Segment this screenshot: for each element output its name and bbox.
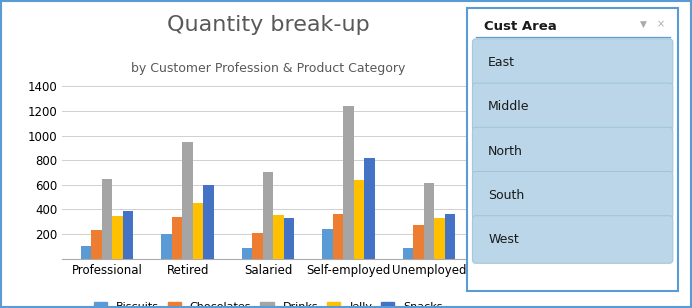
Text: West: West	[489, 233, 519, 246]
Bar	[413, 225, 424, 259]
Bar	[203, 185, 214, 259]
FancyBboxPatch shape	[467, 8, 678, 291]
Text: ×: ×	[657, 20, 665, 30]
Text: East: East	[489, 56, 516, 69]
Bar	[365, 158, 375, 259]
FancyBboxPatch shape	[473, 83, 673, 131]
Bar	[284, 218, 294, 259]
Bar	[172, 217, 183, 259]
FancyBboxPatch shape	[473, 39, 673, 87]
Bar	[322, 229, 333, 259]
Text: by Customer Profession & Product Category: by Customer Profession & Product Categor…	[131, 62, 406, 75]
Bar	[445, 214, 455, 259]
Text: ▼: ▼	[640, 20, 647, 29]
Text: Quantity break-up: Quantity break-up	[167, 15, 370, 35]
Bar	[333, 214, 343, 259]
Bar	[354, 180, 365, 259]
Text: North: North	[489, 144, 523, 158]
Bar	[123, 211, 134, 259]
Bar	[263, 172, 273, 259]
Bar	[253, 233, 263, 259]
FancyBboxPatch shape	[473, 127, 673, 175]
Legend: Biscuits, Chocolates, Drinks, Jelly, Snacks: Biscuits, Chocolates, Drinks, Jelly, Sna…	[89, 298, 447, 308]
Bar	[343, 106, 354, 259]
Bar	[435, 218, 445, 259]
FancyBboxPatch shape	[473, 172, 673, 219]
Bar	[91, 230, 102, 259]
FancyBboxPatch shape	[473, 216, 673, 263]
Bar	[424, 183, 435, 259]
Bar	[183, 142, 193, 259]
Bar	[112, 216, 123, 259]
Bar	[403, 248, 413, 259]
Text: Middle: Middle	[489, 100, 529, 113]
Bar	[273, 215, 284, 259]
Bar	[161, 234, 172, 259]
Bar	[102, 179, 112, 259]
Bar	[193, 203, 203, 259]
Text: Cust Area: Cust Area	[484, 20, 557, 34]
Bar	[242, 248, 253, 259]
Bar	[81, 246, 91, 259]
Text: South: South	[489, 189, 525, 202]
